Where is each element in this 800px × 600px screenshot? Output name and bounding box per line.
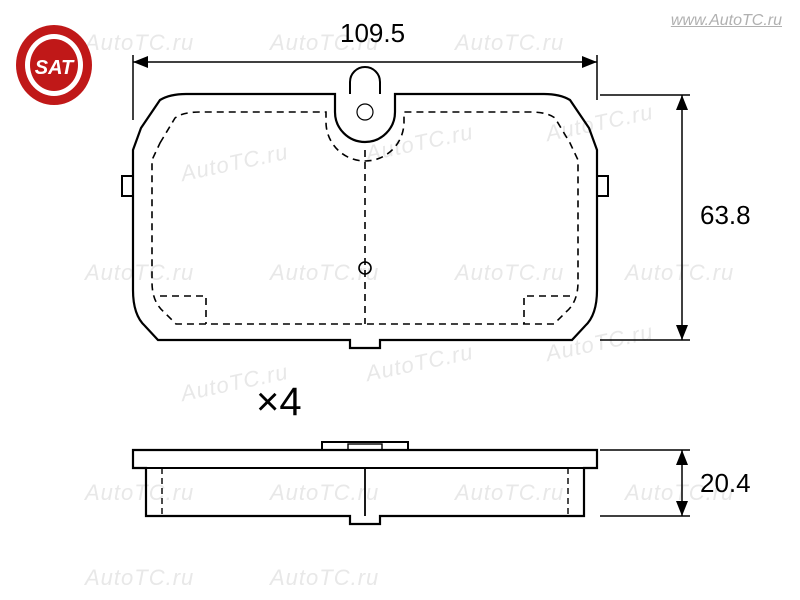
quantity-label: ×4 bbox=[256, 380, 302, 425]
dimension-width: 109.5 bbox=[340, 18, 405, 49]
technical-drawing bbox=[0, 0, 800, 600]
dimension-height: 63.8 bbox=[700, 200, 751, 231]
friction-outline bbox=[152, 112, 578, 324]
dimension-thickness: 20.4 bbox=[700, 468, 751, 499]
source-url: www.AutoTC.ru bbox=[671, 12, 782, 30]
